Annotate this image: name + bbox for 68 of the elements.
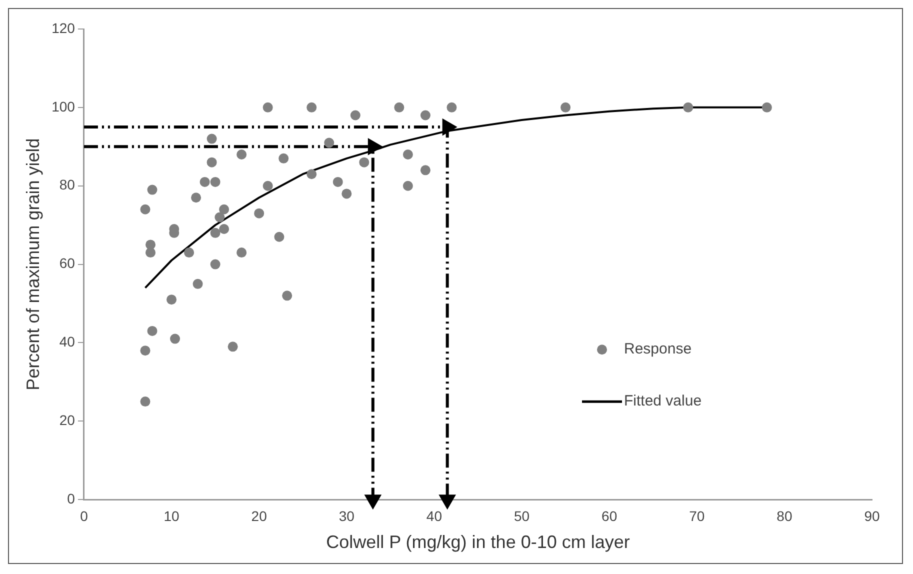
point: [219, 204, 230, 214]
point: [365, 494, 380, 508]
x-tick-label: 60: [602, 508, 618, 524]
point: [402, 180, 413, 191]
y-tick-label: 60: [59, 255, 76, 272]
y-tick-label: 20: [59, 412, 76, 428]
x-tick-label: 40: [426, 508, 442, 524]
x-tick-label: 90: [864, 508, 880, 524]
point: [332, 176, 343, 187]
point: [274, 232, 284, 242]
y-tick-label: 100: [52, 98, 76, 114]
point: [342, 188, 352, 199]
point: [200, 176, 210, 187]
x-tick-label: 0: [80, 508, 88, 524]
point: [146, 248, 156, 258]
point: [236, 248, 247, 258]
y-axis-title: Percent of maximum grain yield: [22, 138, 43, 390]
y-tick-label: 40: [59, 334, 76, 350]
point: [278, 153, 289, 164]
x-tick-label: 20: [251, 508, 268, 524]
point: [166, 294, 177, 305]
point: [140, 346, 150, 356]
point: [262, 180, 273, 191]
point: [324, 138, 334, 148]
point: [170, 334, 180, 344]
x-tick-label: 30: [338, 508, 355, 524]
point: [236, 149, 247, 160]
point: [306, 169, 317, 180]
x-tick-label: 80: [776, 508, 792, 524]
x-tick-label: 70: [689, 508, 705, 524]
point: [147, 184, 158, 195]
point: [440, 494, 455, 508]
point: [140, 204, 150, 214]
x-tick-label: 10: [164, 508, 180, 524]
y-tick-label: 120: [52, 20, 76, 36]
x-tick-label: 50: [514, 508, 530, 524]
y-tick-label: 0: [67, 490, 76, 506]
point: [206, 157, 217, 168]
point: [683, 102, 694, 112]
point: [219, 224, 230, 234]
point: [140, 396, 150, 407]
point: [214, 212, 225, 222]
point: [254, 208, 264, 218]
point: [210, 176, 220, 187]
point: [306, 102, 317, 112]
point: [359, 157, 370, 168]
point: [262, 102, 273, 112]
point: [402, 149, 413, 160]
point: [206, 134, 217, 144]
point: [228, 342, 238, 352]
point: [420, 110, 430, 120]
point: [191, 192, 202, 203]
x-axis-title: Colwell P (mg/kg) in the 0-10 cm layer: [326, 532, 630, 552]
legend-label: Response: [624, 340, 692, 358]
point: [147, 326, 158, 336]
point: [350, 110, 360, 120]
y-tick-label: 80: [59, 176, 76, 193]
point: [762, 102, 772, 112]
point: [282, 290, 292, 301]
point: [420, 165, 430, 176]
point: [184, 248, 194, 258]
point: [560, 102, 571, 112]
point: [210, 228, 220, 238]
legend-label: Fitted value: [624, 392, 702, 410]
point: [192, 278, 203, 289]
point: [446, 102, 457, 112]
point: [394, 102, 404, 112]
point: [210, 259, 220, 270]
